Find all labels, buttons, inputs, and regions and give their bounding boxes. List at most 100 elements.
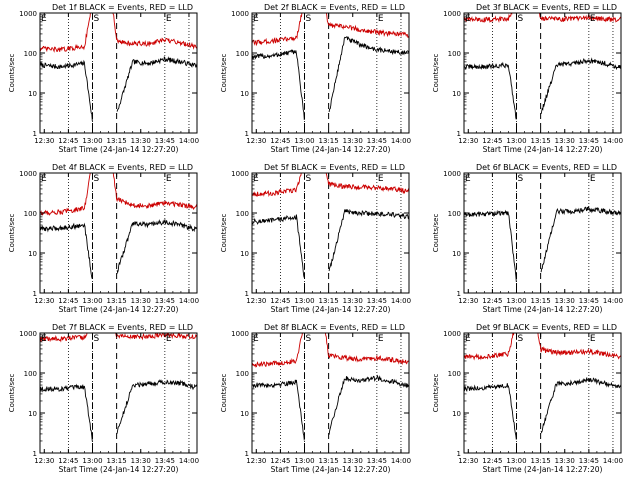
events-series-line (464, 206, 621, 282)
x-tick-label: 13:30 (343, 137, 363, 145)
events-series-line (464, 377, 621, 440)
plot-frame (463, 12, 622, 134)
plot-frame (39, 332, 198, 454)
x-tick-label: 13:15 (319, 137, 339, 145)
events-series-line (252, 374, 409, 441)
lld-series-line (40, 13, 197, 53)
x-tick-label: 12:45 (58, 137, 78, 145)
x-tick-label: 13:45 (155, 297, 175, 305)
y-axis-label: Counts/sec (432, 54, 440, 93)
interval-marker-label: E (378, 174, 384, 184)
x-tick-label: 13:15 (531, 137, 551, 145)
plot-frame (463, 172, 622, 294)
x-axis-label: Start Time (24-Jan-14 12:27:20) (59, 145, 179, 154)
y-tick-label: 1000 (231, 10, 249, 18)
x-tick-label: 13:30 (555, 297, 575, 305)
panel-title: Det 6f BLACK = Events, RED = LLD (476, 163, 617, 172)
x-tick-label: 12:45 (482, 297, 502, 305)
y-tick-label: 10 (28, 90, 37, 98)
interval-marker-label: E (378, 14, 384, 24)
x-tick-label: 14:00 (603, 297, 623, 305)
lld-series-line (252, 13, 409, 47)
x-axis-label: Start Time (24-Jan-14 12:27:20) (271, 145, 391, 154)
x-tick-label: 13:30 (343, 297, 363, 305)
panel-title: Det 5f BLACK = Events, RED = LLD (264, 163, 405, 172)
x-axis-label: Start Time (24-Jan-14 12:27:20) (271, 465, 391, 474)
x-tick-label: 14:00 (179, 137, 199, 145)
lld-series-line (40, 173, 197, 216)
x-tick-label: 12:30 (34, 297, 54, 305)
x-tick-label: 13:30 (555, 137, 575, 145)
x-tick-label: 12:30 (458, 297, 478, 305)
x-tick-label: 13:15 (531, 457, 551, 465)
x-tick-label: 14:00 (391, 457, 411, 465)
x-tick-label: 13:45 (579, 137, 599, 145)
y-tick-label: 1000 (231, 330, 249, 338)
y-axis-label: Counts/sec (220, 374, 228, 413)
x-tick-label: 13:30 (555, 457, 575, 465)
interval-marker-label: E (465, 334, 471, 344)
x-tick-label: 14:00 (179, 457, 199, 465)
y-tick-label: 10 (28, 410, 37, 418)
x-tick-label: 12:45 (270, 137, 290, 145)
y-tick-label: 10 (240, 410, 249, 418)
events-series-line (252, 208, 409, 278)
x-tick-label: 13:15 (107, 297, 127, 305)
x-tick-label: 12:30 (246, 457, 266, 465)
events-series-line (40, 219, 197, 279)
lld-series-line (252, 173, 409, 197)
x-tick-label: 13:30 (131, 297, 151, 305)
x-tick-label: 13:00 (294, 297, 314, 305)
x-tick-label: 12:30 (34, 137, 54, 145)
y-tick-label: 100 (448, 50, 461, 58)
x-tick-label: 13:15 (319, 297, 339, 305)
x-tick-label: 12:45 (58, 457, 78, 465)
x-tick-label: 12:30 (246, 297, 266, 305)
x-tick-label: 12:45 (482, 137, 502, 145)
panel-title: Det 8f BLACK = Events, RED = LLD (264, 323, 405, 332)
plot-frame (39, 12, 198, 134)
lld-series-line (464, 13, 621, 23)
y-tick-label: 1000 (443, 170, 461, 178)
y-axis-label: Counts/sec (432, 214, 440, 253)
x-tick-label: 12:45 (270, 457, 290, 465)
events-series-line (40, 56, 197, 122)
lld-series-line (252, 333, 409, 368)
interval-marker-label: E (41, 14, 47, 24)
x-tick-label: 13:15 (319, 457, 339, 465)
x-tick-label: 14:00 (603, 137, 623, 145)
y-tick-label: 1000 (19, 10, 37, 18)
detector-panel-2: Det 2f BLACK = Events, RED = LLD E S E 12:30… (220, 3, 411, 154)
x-tick-label: 13:00 (506, 297, 526, 305)
y-axis-label: Counts/sec (220, 214, 228, 253)
interval-marker-label: E (378, 334, 384, 344)
y-tick-label: 10 (240, 250, 249, 258)
y-tick-label: 1 (457, 130, 461, 138)
interval-marker-label: E (590, 14, 596, 24)
x-axis-label: Start Time (24-Jan-14 12:27:20) (483, 305, 603, 314)
panel-title: Det 7f BLACK = Events, RED = LLD (52, 323, 193, 332)
interval-marker-label: E (41, 174, 47, 184)
detector-panel-8: Det 8f BLACK = Events, RED = LLD E S E 12:30… (220, 323, 411, 474)
x-tick-label: 13:00 (294, 137, 314, 145)
x-tick-label: 13:15 (531, 297, 551, 305)
y-tick-label: 1000 (443, 10, 461, 18)
panel-title: Det 2f BLACK = Events, RED = LLD (264, 3, 405, 12)
x-tick-label: 13:45 (367, 137, 387, 145)
x-tick-label: 13:45 (367, 297, 387, 305)
panel-title: Det 1f BLACK = Events, RED = LLD (52, 3, 193, 12)
y-tick-label: 1 (33, 290, 37, 298)
interval-marker-label: E (166, 334, 172, 344)
x-tick-label: 14:00 (179, 297, 199, 305)
plot-frame (463, 332, 622, 454)
x-tick-label: 12:45 (58, 297, 78, 305)
interval-marker-label: S (94, 174, 100, 184)
x-axis-label: Start Time (24-Jan-14 12:27:20) (483, 465, 603, 474)
x-tick-label: 13:00 (294, 457, 314, 465)
interval-marker-label: E (253, 14, 259, 24)
interval-marker-label: E (590, 334, 596, 344)
y-tick-label: 1000 (231, 170, 249, 178)
y-tick-label: 100 (448, 210, 461, 218)
detector-panel-9: Det 9f BLACK = Events, RED = LLD E S E 12:30… (432, 323, 623, 474)
panel-title: Det 9f BLACK = Events, RED = LLD (476, 323, 617, 332)
